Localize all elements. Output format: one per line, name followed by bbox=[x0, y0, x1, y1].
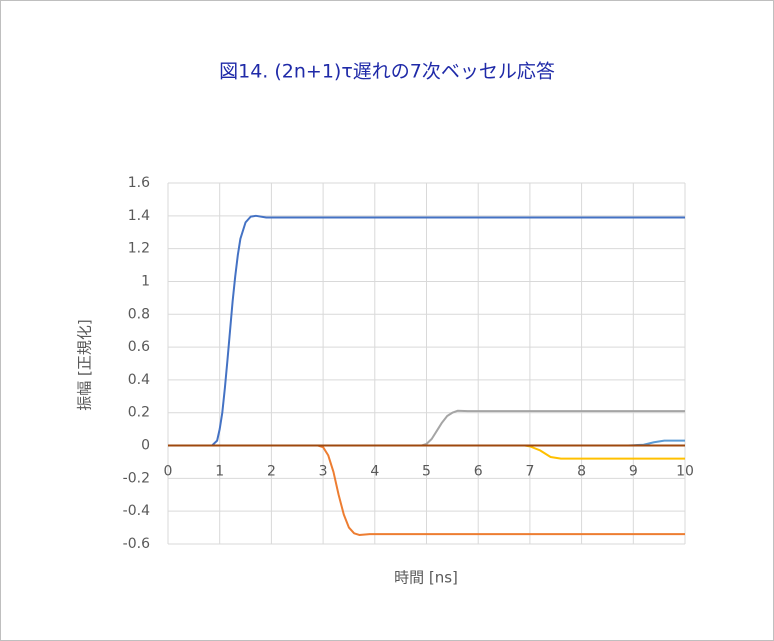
x-tick-label: 10 bbox=[676, 464, 694, 480]
y-tick-label: 1.4 bbox=[128, 208, 150, 224]
y-tick-label: 1.6 bbox=[128, 175, 150, 191]
x-tick-label: 7 bbox=[525, 464, 534, 480]
x-tick-label: 3 bbox=[319, 464, 328, 480]
series-line bbox=[168, 214, 685, 447]
y-tick-label: 0.8 bbox=[128, 306, 150, 322]
x-tick-label: 6 bbox=[474, 464, 483, 480]
series-line bbox=[168, 444, 685, 536]
x-tick-label: 2 bbox=[267, 464, 276, 480]
x-tick-label: 9 bbox=[629, 464, 638, 480]
y-tick-label: 0.4 bbox=[128, 372, 150, 388]
x-tick-label: 4 bbox=[370, 464, 379, 480]
series-line bbox=[168, 409, 685, 447]
x-tick-label: 1 bbox=[215, 464, 224, 480]
chart-title: 図14. (2n+1)τ遅れの7次ベッセル応答 bbox=[219, 61, 555, 83]
y-tick-label: 0.2 bbox=[128, 405, 150, 421]
x-tick-label: 8 bbox=[577, 464, 586, 480]
y-axis-label: 振幅 [正規化] bbox=[76, 319, 94, 410]
y-tick-label: 0.6 bbox=[128, 339, 150, 355]
y-tick-label: 1.2 bbox=[128, 241, 150, 257]
x-tick-label: 5 bbox=[422, 464, 431, 480]
x-tick-label: 0 bbox=[164, 464, 173, 480]
y-tick-label: -0.6 bbox=[123, 536, 150, 552]
y-tick-label: 0 bbox=[141, 438, 150, 454]
y-tick-label: -0.2 bbox=[123, 470, 150, 486]
y-tick-label: -0.4 bbox=[123, 503, 150, 519]
x-axis-label: 時間 [ns] bbox=[394, 569, 458, 587]
y-tick-label: 1 bbox=[141, 273, 150, 289]
